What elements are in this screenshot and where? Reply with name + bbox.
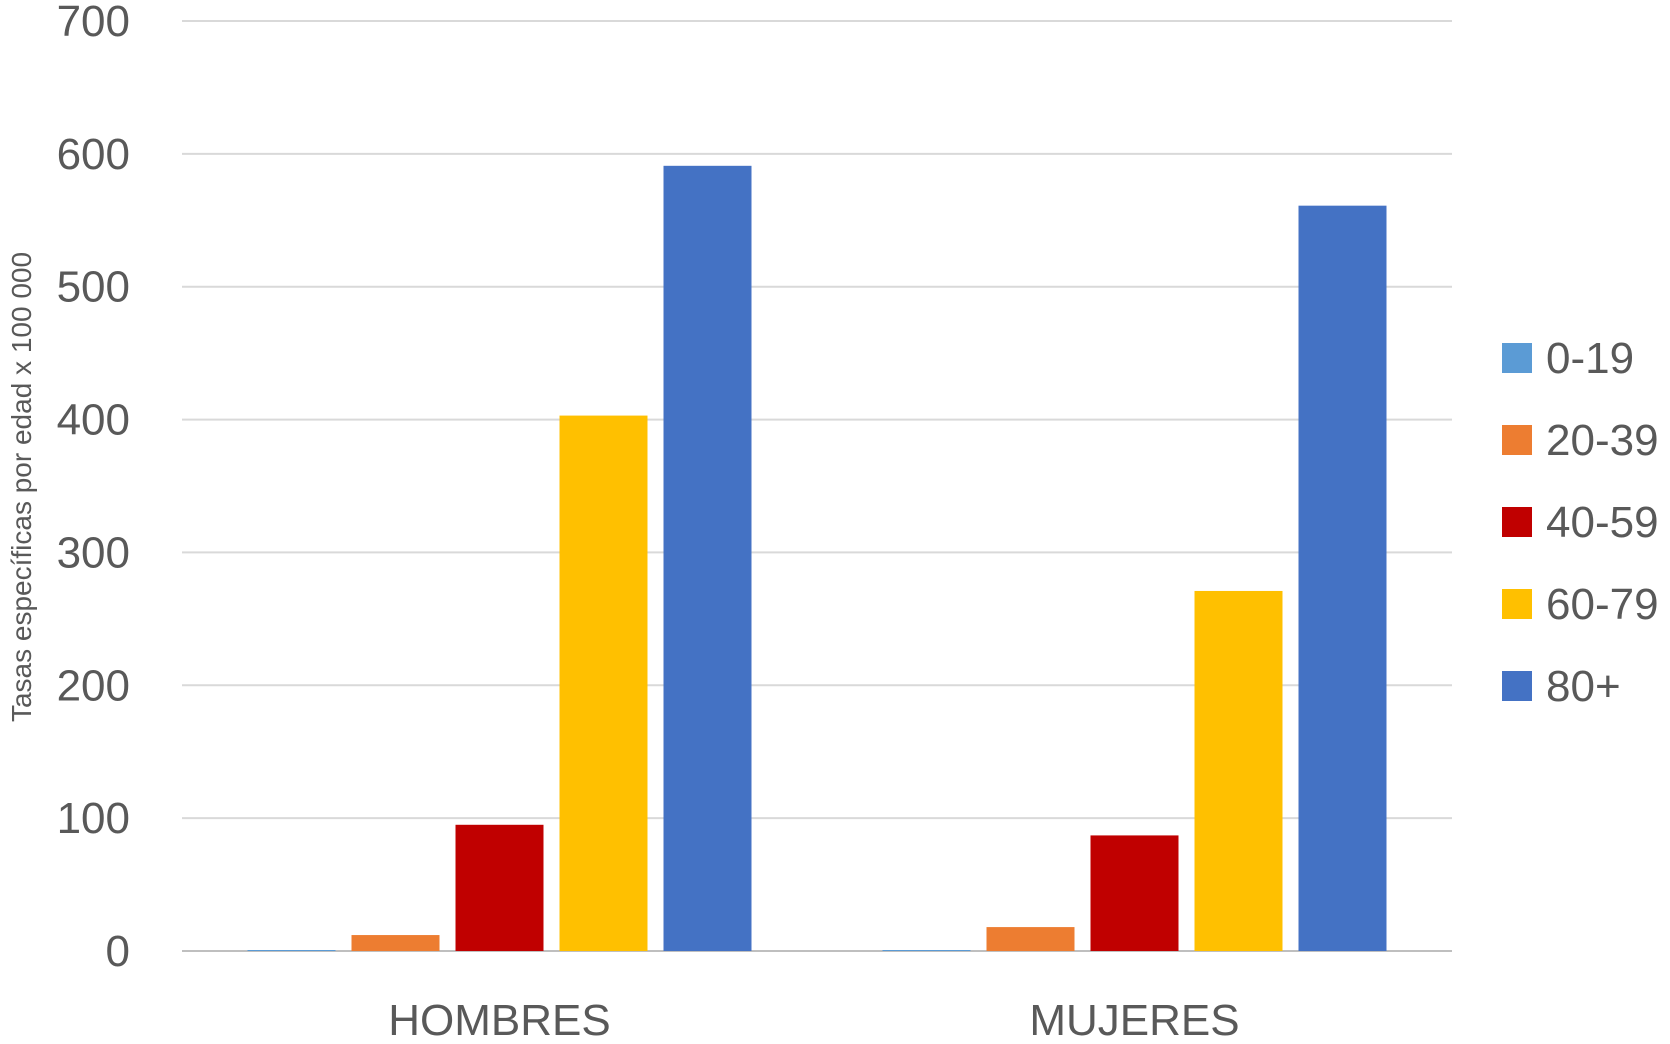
y-tick-label-200: 200 bbox=[57, 661, 130, 710]
bar-hombres-60-79 bbox=[559, 415, 648, 952]
bar-mujeres-80plus bbox=[1298, 205, 1387, 951]
legend-swatch-80plus bbox=[1502, 671, 1532, 701]
y-tick-label-400: 400 bbox=[57, 396, 130, 445]
bar-mujeres-60-79 bbox=[1194, 590, 1283, 951]
legend-label-0-19: 0-19 bbox=[1546, 334, 1634, 383]
gridlines bbox=[182, 20, 1452, 952]
legend-label-80plus: 80+ bbox=[1546, 662, 1621, 711]
legend-swatch-20-39 bbox=[1502, 425, 1532, 455]
y-tick-label-600: 600 bbox=[57, 130, 130, 179]
x-category-label-hombres: HOMBRES bbox=[388, 996, 610, 1039]
bar-hombres-0-19 bbox=[247, 950, 336, 951]
bars bbox=[247, 165, 1387, 952]
legend-label-60-79: 60-79 bbox=[1546, 580, 1659, 629]
legend-swatch-40-59 bbox=[1502, 507, 1532, 537]
legend-swatch-60-79 bbox=[1502, 589, 1532, 619]
legend: 0-19 20-39 40-59 60-79 80+ bbox=[1502, 334, 1659, 711]
y-tick-label-300: 300 bbox=[57, 528, 130, 577]
y-tick-label-500: 500 bbox=[57, 263, 130, 312]
bar-hombres-20-39 bbox=[351, 935, 440, 951]
y-tick-label-100: 100 bbox=[57, 794, 130, 843]
y-tick-label-700: 700 bbox=[57, 0, 130, 46]
bar-hombres-40-59 bbox=[455, 824, 544, 951]
legend-label-40-59: 40-59 bbox=[1546, 498, 1659, 547]
bar-hombres-80plus bbox=[663, 165, 752, 952]
x-axis-categories: HOMBRES MUJERES bbox=[388, 996, 1239, 1044]
x-category-label-mujeres: MUJERES bbox=[1029, 996, 1239, 1039]
bar-mujeres-20-39 bbox=[986, 927, 1075, 951]
bar-mujeres-40-59 bbox=[1090, 835, 1179, 951]
legend-swatch-0-19 bbox=[1502, 343, 1532, 373]
legend-label-20-39: 20-39 bbox=[1546, 416, 1659, 465]
bar-mujeres-0-19 bbox=[882, 950, 971, 951]
y-axis-ticks: 0 100 200 300 400 500 600 700 bbox=[57, 0, 130, 976]
y-tick-label-0: 0 bbox=[106, 927, 130, 976]
y-axis-title: Tasas específicas por edad x 100 000 bbox=[6, 252, 37, 722]
